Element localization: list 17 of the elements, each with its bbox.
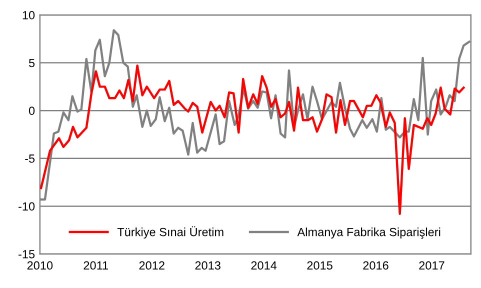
x-tick-label: 2016	[363, 261, 388, 270]
y-tick-label: -15	[18, 250, 35, 258]
y-tick-label: 10	[22, 11, 35, 20]
legend-label: Almanya Fabrika Siparişleri	[297, 228, 440, 239]
y-tick-label: 0	[28, 106, 35, 115]
y-tick-label: 5	[28, 58, 35, 68]
x-tick-label: 2011	[84, 261, 108, 270]
legend-label: Türkiye Sınai Üretim	[117, 226, 224, 239]
x-tick-label: 2013	[195, 261, 220, 270]
line-series	[40, 64, 465, 215]
y-tick-label: -10	[18, 202, 35, 211]
x-tick-label: 2017	[419, 261, 444, 270]
x-tick-label: 2010	[27, 261, 53, 270]
x-tick-label: 2012	[139, 261, 164, 270]
x-tick-label: 2014	[251, 261, 277, 270]
y-tick-label: -5	[25, 154, 35, 163]
x-tick-label: 2015	[307, 261, 332, 270]
